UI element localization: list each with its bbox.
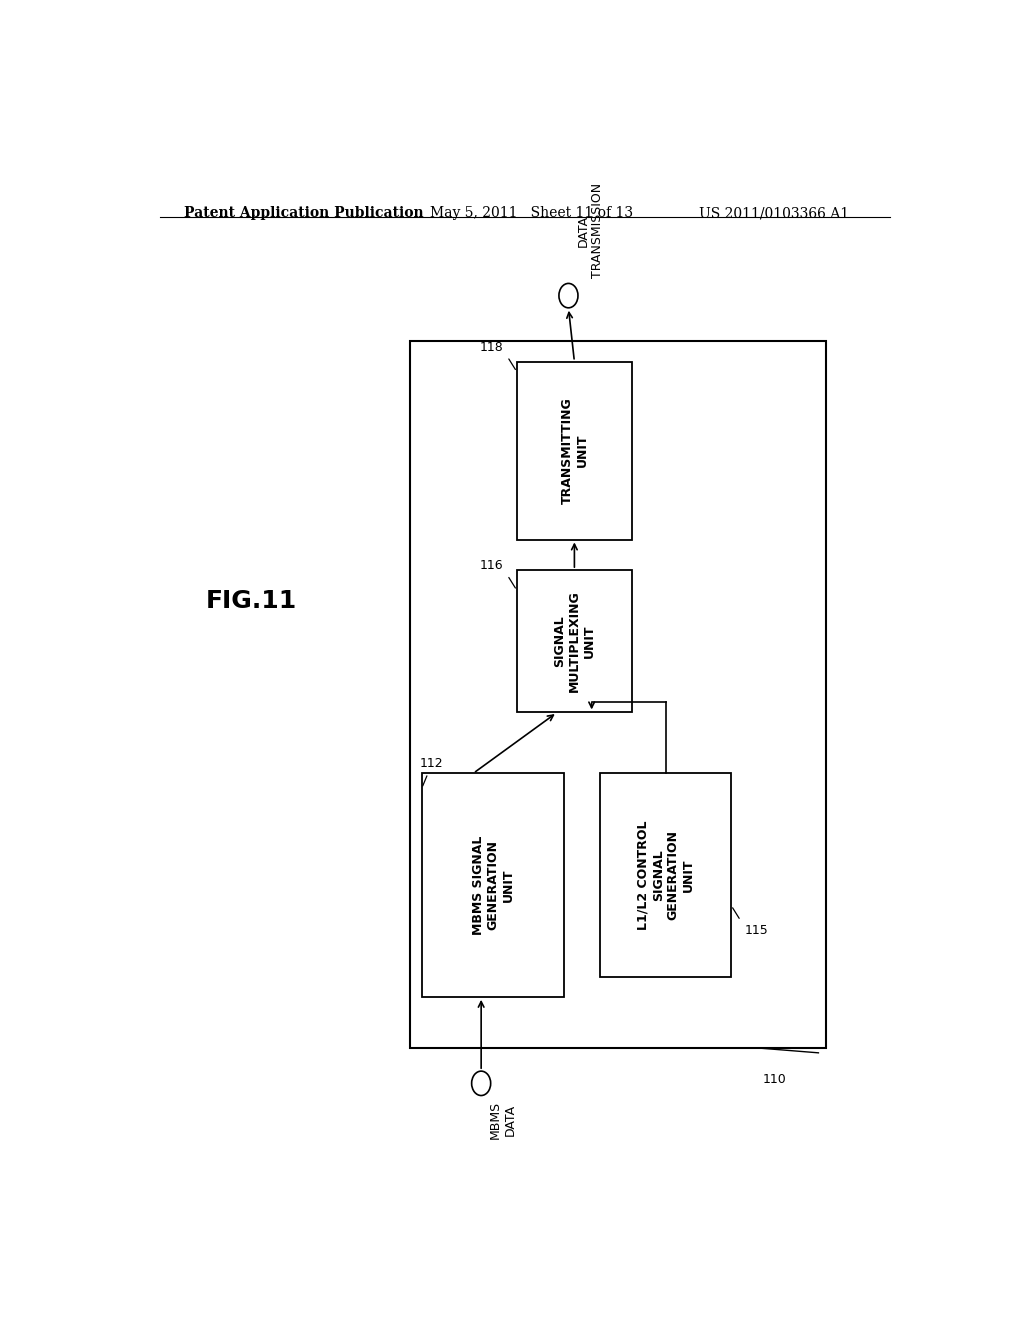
Text: 112: 112 (420, 758, 443, 771)
Text: US 2011/0103366 A1: US 2011/0103366 A1 (699, 206, 850, 220)
Bar (517, 570, 632, 713)
Text: SIGNAL
MULTIPLEXING
UNIT: SIGNAL MULTIPLEXING UNIT (553, 590, 596, 692)
Text: TRANSMITTING
UNIT: TRANSMITTING UNIT (560, 397, 589, 504)
Text: Patent Application Publication: Patent Application Publication (183, 206, 423, 220)
Text: MBMS SIGNAL
GENERATION
UNIT: MBMS SIGNAL GENERATION UNIT (472, 836, 514, 935)
Text: 118: 118 (479, 341, 504, 354)
Bar (517, 362, 632, 540)
Text: 110: 110 (763, 1073, 786, 1086)
Bar (410, 342, 826, 1048)
Circle shape (472, 1071, 490, 1096)
Text: 116: 116 (480, 560, 504, 572)
Text: MBMS
DATA: MBMS DATA (489, 1101, 517, 1139)
Bar (422, 774, 564, 997)
Text: FIG.11: FIG.11 (206, 589, 297, 612)
Text: 115: 115 (744, 924, 768, 937)
Text: May 5, 2011   Sheet 11 of 13: May 5, 2011 Sheet 11 of 13 (430, 206, 633, 220)
Circle shape (559, 284, 578, 308)
Text: DATA
TRANSMISSION: DATA TRANSMISSION (577, 183, 604, 279)
Bar (600, 774, 731, 977)
Text: L1/L2 CONTROL
SIGNAL
GENERATION
UNIT: L1/L2 CONTROL SIGNAL GENERATION UNIT (637, 820, 694, 929)
